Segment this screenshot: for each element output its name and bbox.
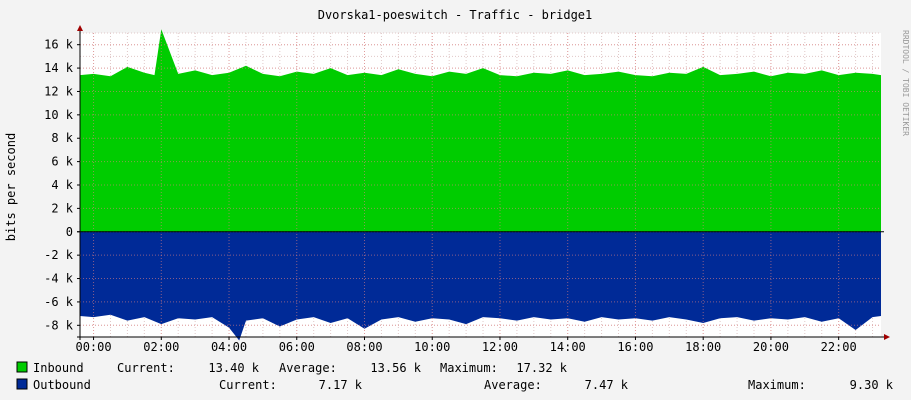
inbound-maximum-label: Maximum: [440,361,498,375]
outbound-average-label: Average: [484,378,542,392]
x-tick-label: 08:00 [346,340,382,354]
x-tick-label: 04:00 [211,340,247,354]
x-tick-label: 12:00 [482,340,518,354]
y-tick-label: -2 k [44,248,74,262]
inbound-average-value: 13.56 k [370,361,421,375]
y-tick-label: -8 k [44,318,74,332]
x-tick-label: 20:00 [753,340,789,354]
outbound-swatch [16,378,28,390]
inbound-average-label: Average: [279,361,337,375]
inbound-maximum-value: 17.32 k [516,361,567,375]
y-tick-labels: -8 k -6 k -4 k -2 k 0 2 k 4 k 6 k 8 k 10 k 12 k 14 … [44,38,80,332]
legend-row-outbound: Outbound Current: 7.17 k Average: 7.47 k… [16,378,894,392]
y-tick-label: 12 k [44,84,74,98]
inbound-current-value: 13.40 k [208,361,259,375]
x-tick-label: 10:00 [414,340,450,354]
x-tick-label: 18:00 [685,340,721,354]
legend: Inbound Current: 13.40 k Average: 13.56 … [16,361,894,392]
plot-area: -8 k -6 k -4 k -2 k 0 2 k 4 k 6 k 8 k 10 k 12 k 14 … [44,25,890,354]
outbound-maximum-value: 9.30 k [850,378,894,392]
y-tick-label: 14 k [44,61,74,75]
rrdtool-watermark: RRDTOOL / TOBI OETIKER [901,30,910,136]
outbound-average-value: 7.47 k [585,378,629,392]
x-tick-label: 16:00 [617,340,653,354]
outbound-area [80,231,881,341]
outbound-maximum-label: Maximum: [748,378,806,392]
inbound-label: Inbound [33,361,84,375]
inbound-current-label: Current: [117,361,175,375]
y-tick-label: 4 k [51,178,73,192]
y-tick-label: 10 k [44,108,74,122]
x-tick-label: 06:00 [279,340,315,354]
x-axis-arrow [884,334,890,340]
inbound-swatch [16,361,28,373]
legend-row-inbound: Inbound Current: 13.40 k Average: 13.56 … [16,361,568,375]
graph-title: Dvorska1-poeswitch - Traffic - bridge1 [318,8,593,22]
y-tick-label: 6 k [51,155,73,169]
x-tick-label: 14:00 [550,340,586,354]
y-tick-label: -6 k [44,295,74,309]
y-tick-label: 2 k [51,201,73,215]
y-tick-label: 16 k [44,38,74,52]
series-layer [80,29,881,341]
y-axis-label: bits per second [4,133,18,241]
outbound-current-value: 7.17 k [319,378,363,392]
y-tick-label: 0 [66,225,73,239]
x-tick-label: 00:00 [75,340,111,354]
x-tick-label: 22:00 [821,340,857,354]
outbound-label: Outbound [33,378,91,392]
x-tick-labels: 00:00 02:00 04:00 06:00 08:00 10:00 12:00 14:00… [75,337,857,354]
outbound-current-label: Current: [219,378,277,392]
y-tick-label: 8 k [51,131,73,145]
y-axis-arrow [77,25,83,31]
x-tick-label: 02:00 [143,340,179,354]
inbound-area [80,29,881,232]
y-tick-label: -4 k [44,272,74,286]
